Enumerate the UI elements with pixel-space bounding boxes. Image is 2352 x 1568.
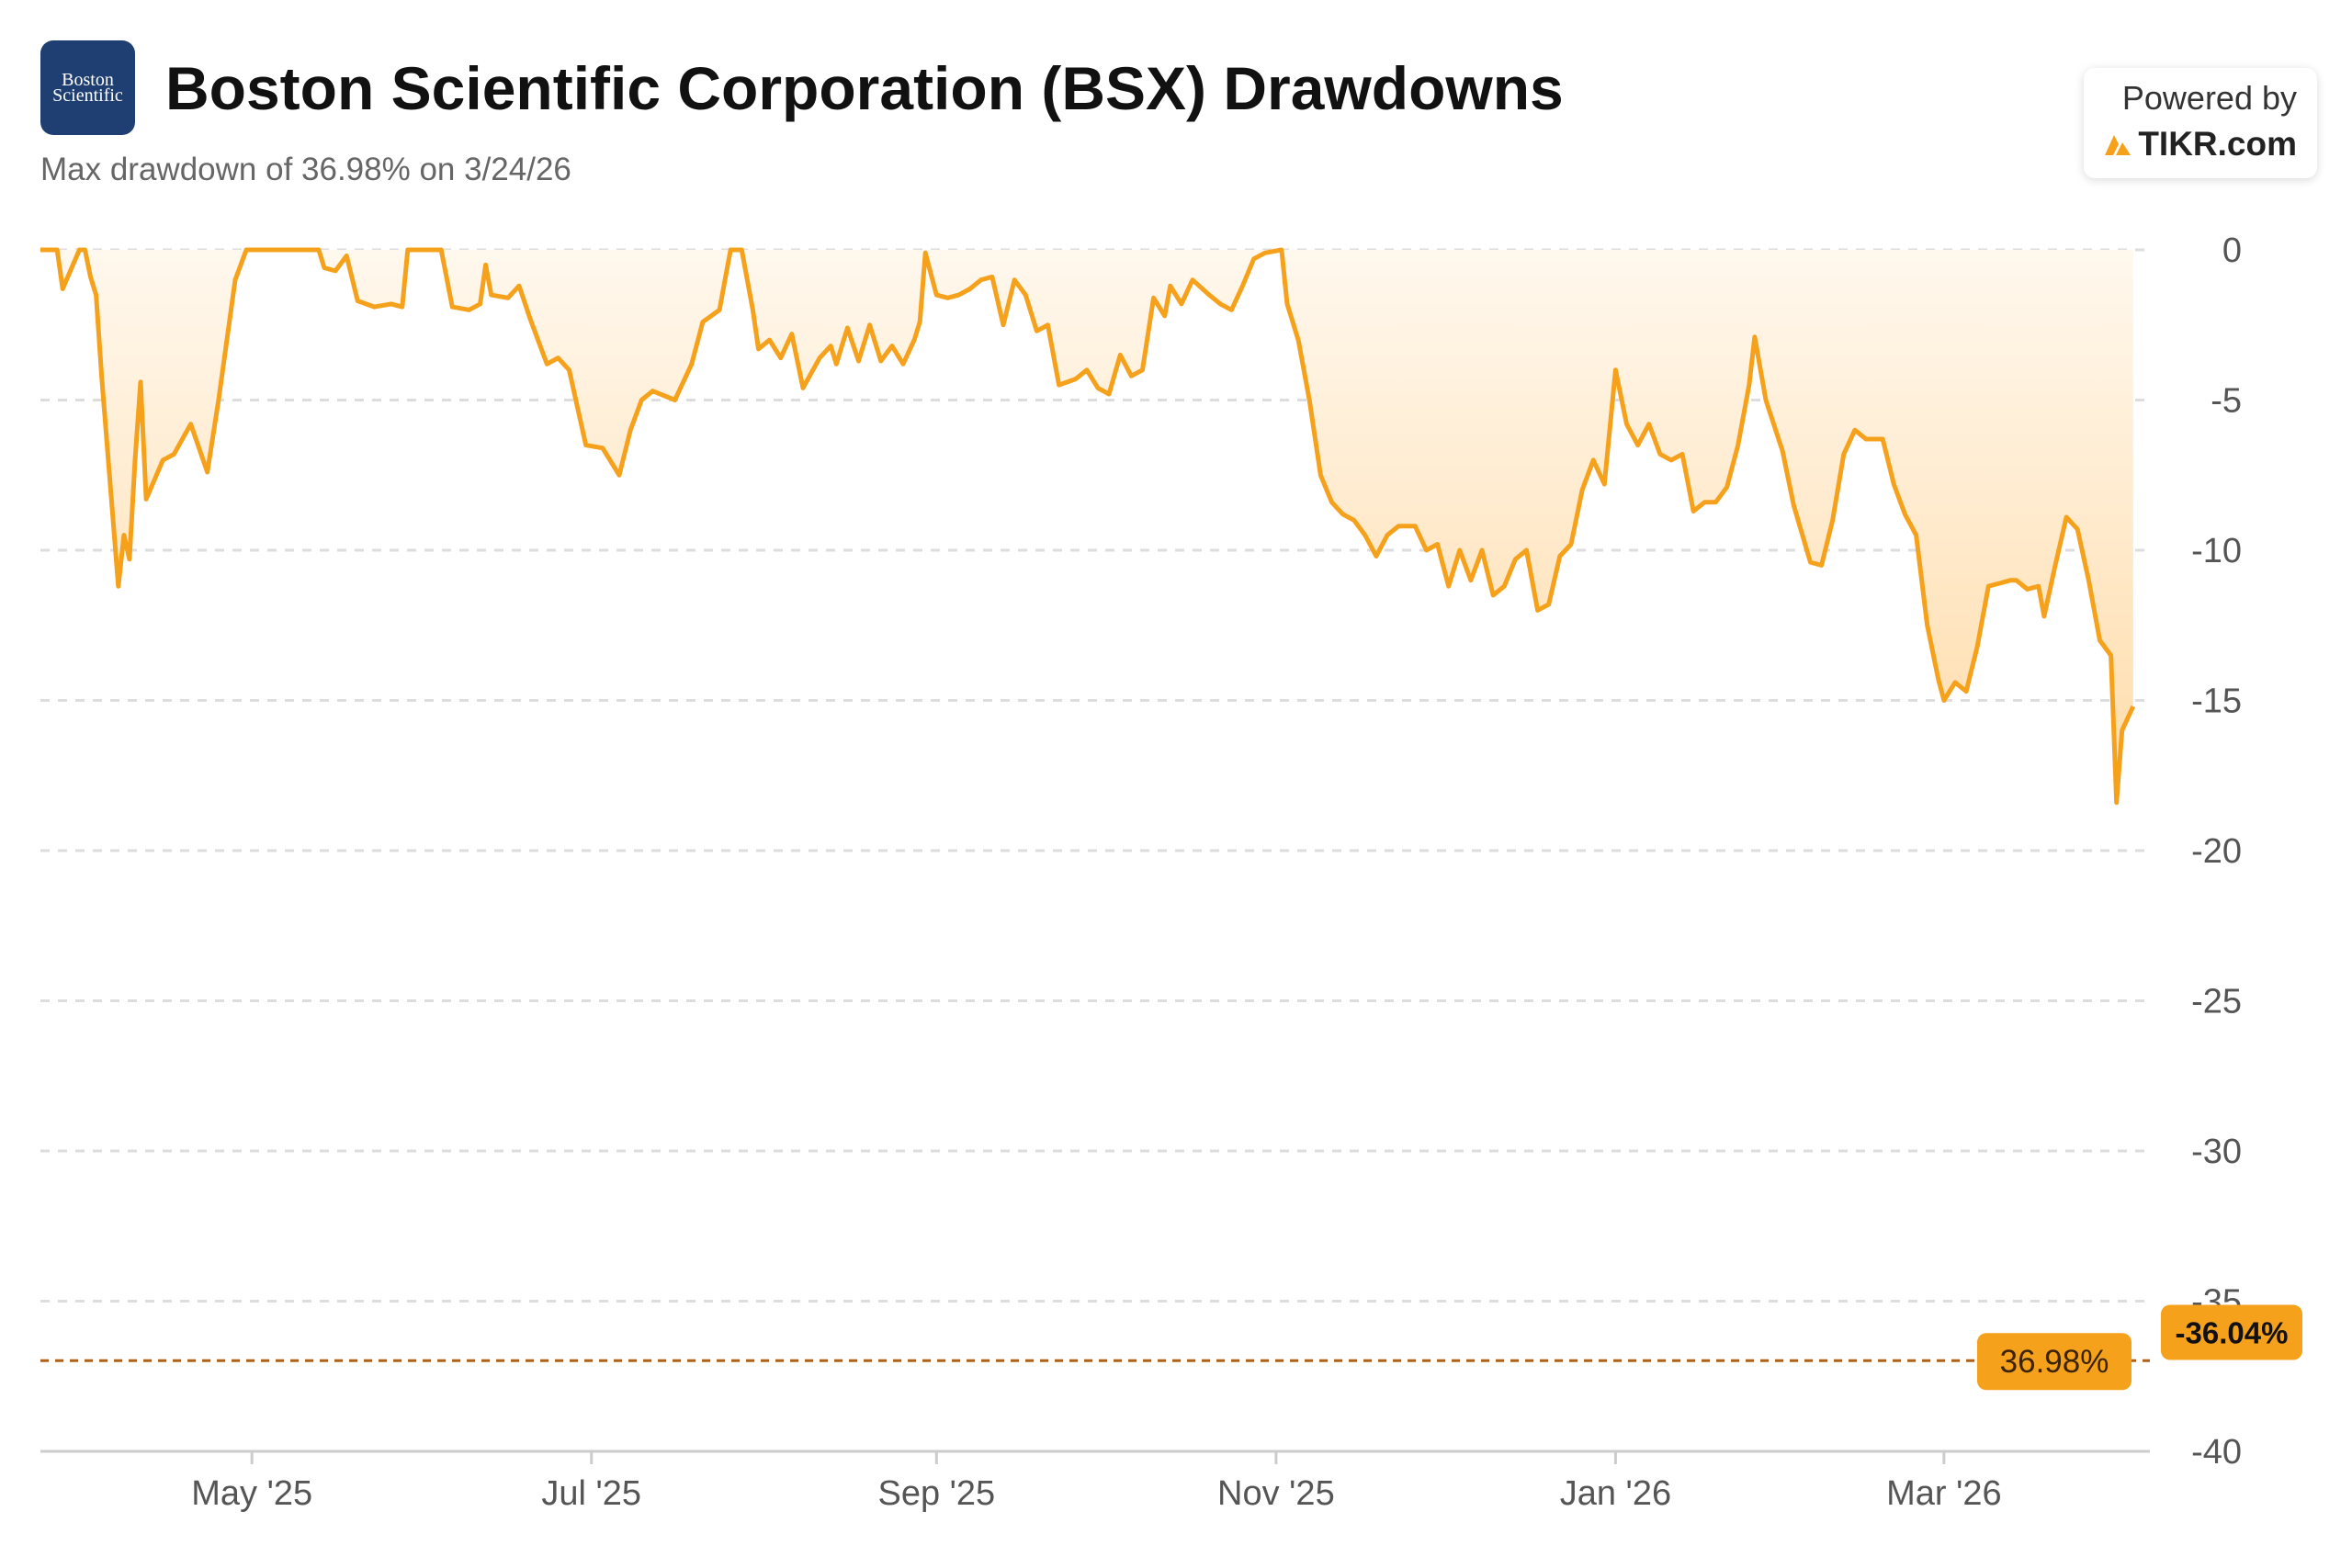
x-axis-ticks: May '25 Jul '25 Sep '25 Nov '25 Jan '26 Mar '… [191,1451,2002,1513]
x-tick-label: Sep '25 [877,1474,995,1513]
x-tick-label: Mar '26 [1886,1474,2002,1513]
x-tick-label: Nov '25 [1217,1474,1335,1513]
y-tick-label: -25 [2191,983,2242,1021]
max-drawdown-label: 36.98% [2000,1344,2109,1380]
x-tick-label: Jul '25 [541,1474,641,1513]
tikr-logo-icon [2105,135,2132,155]
powered-by-label: Powered by [2121,79,2297,117]
x-tick-label: Jan '26 [1560,1474,1671,1513]
powered-by-badge[interactable]: Powered by TIKR.com [2084,68,2317,178]
logo-text-line2: Scientific [52,85,123,106]
y-tick-label: 0 [2222,231,2242,270]
page-title: Boston Scientific Corporation (BSX) Draw… [165,54,1564,122]
tikr-brand[interactable]: TIKR.com [2103,125,2297,164]
y-tick-label: -20 [2191,832,2242,871]
page-subtitle: Max drawdown of 36.98% on 3/24/26 [40,152,571,187]
y-axis-ticks: 0-5-10-15-20-25-30-35-40 [2191,231,2242,1472]
max-drawdown-badge-bg [1977,1333,2132,1391]
logo-text-line1: Boston [62,69,114,90]
x-tick-label: May '25 [191,1474,312,1513]
y-tick-label: -15 [2191,682,2242,721]
drawdown-line [40,247,2136,806]
last-value-badge-bg [2161,1304,2302,1360]
y-tick-label: -5 [2211,382,2242,421]
y-tick-label: -40 [2191,1433,2242,1472]
tikr-brand-label: TIKR.com [2138,125,2297,163]
y-tick-label: -30 [2191,1133,2242,1171]
y-tick-label: -10 [2191,532,2242,570]
drawdown-area [40,250,2133,803]
company-logo: Boston Scientific [40,40,135,135]
max-drawdown-badge: 36.98% [1977,1333,2132,1391]
last-value-badge: -36.04% [2161,1304,2302,1360]
last-value-label: -36.04% [2176,1316,2289,1350]
